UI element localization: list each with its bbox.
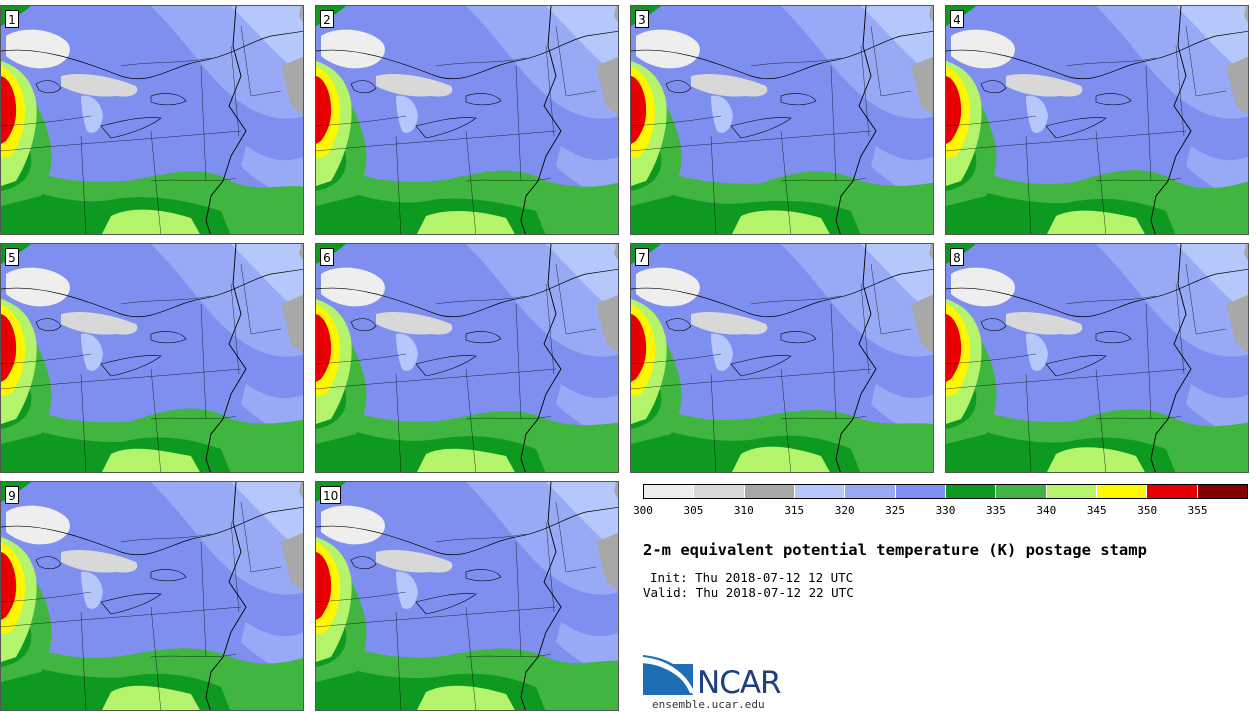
- member-number-label: 1: [5, 10, 19, 28]
- ensemble-member-map: 8: [945, 243, 1249, 473]
- color-scale-tick-label: 350: [1137, 504, 1158, 517]
- color-scale-tick-label: 355: [1187, 504, 1208, 517]
- color-scale-tick-label: 315: [784, 504, 805, 517]
- figure-title: 2-m equivalent potential temperature (K)…: [643, 541, 1147, 559]
- color-scale-tick-label: 305: [683, 504, 704, 517]
- ensemble-member-map: 4: [945, 5, 1249, 235]
- ensemble-member-map: 9: [0, 481, 304, 711]
- color-scale-segment: [1096, 485, 1148, 498]
- website-link[interactable]: ensemble.ucar.edu: [652, 698, 765, 711]
- member-number-label: 9: [5, 486, 19, 504]
- color-scale-tick-label: 340: [1036, 504, 1057, 517]
- color-scale-segment: [644, 485, 695, 498]
- color-scale-tick-label: 325: [885, 504, 906, 517]
- color-scale-segment: [794, 485, 846, 498]
- color-scale-segment: [945, 485, 997, 498]
- member-number-label: 7: [635, 248, 649, 266]
- color-scale-segment: [744, 485, 795, 498]
- ensemble-member-map: 5: [0, 243, 304, 473]
- member-number-label: 2: [320, 10, 334, 28]
- member-number-label: 6: [320, 248, 334, 266]
- ensemble-member-map: 2: [315, 5, 619, 235]
- member-number-label: 3: [635, 10, 649, 28]
- color-scale-segment: [1046, 485, 1097, 498]
- color-scale-tick-label: 300: [633, 504, 653, 517]
- member-number-label: 8: [950, 248, 964, 266]
- ensemble-member-map: 6: [315, 243, 619, 473]
- color-scale-tick-label: 345: [1086, 504, 1107, 517]
- color-scale-segment: [996, 485, 1047, 498]
- color-scale-ticks: 300 305 310 315 320 325 330 335 340 345 350 355: [633, 504, 1248, 518]
- color-scale-tick-label: 335: [985, 504, 1006, 517]
- color-scale-tick-label: 320: [834, 504, 855, 517]
- ncar-logo-icon: [643, 655, 693, 695]
- color-scale-segment: [694, 485, 745, 498]
- color-scale-segment: [1147, 485, 1198, 498]
- color-scale-tick-label: 310: [733, 504, 754, 517]
- ncar-logo-text: NCAR: [697, 665, 782, 701]
- color-scale-tick-label: 330: [935, 504, 956, 517]
- ensemble-member-map: 3: [630, 5, 934, 235]
- color-scale-bar: [643, 484, 1248, 499]
- color-scale-segment: [1197, 485, 1247, 498]
- color-scale-segment: [895, 485, 946, 498]
- init-time: Init: Thu 2018-07-12 12 UTC: [650, 570, 854, 585]
- member-number-label: 10: [320, 486, 342, 504]
- ensemble-member-map: 7: [630, 243, 934, 473]
- ensemble-member-map: 10: [315, 481, 619, 711]
- valid-time: Valid: Thu 2018-07-12 22 UTC: [643, 585, 854, 600]
- color-scale-segment: [845, 485, 896, 498]
- member-number-label: 4: [950, 10, 964, 28]
- ensemble-member-map: 1: [0, 5, 304, 235]
- member-number-label: 5: [5, 248, 19, 266]
